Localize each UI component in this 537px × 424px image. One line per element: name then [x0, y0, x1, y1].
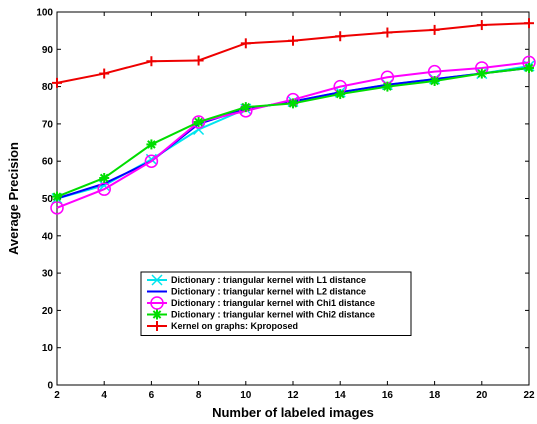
legend-label: Dictionary : triangular kernel with Chi1… — [171, 298, 375, 308]
data-point — [193, 117, 204, 128]
marker-stroke — [383, 82, 392, 91]
data-point — [99, 68, 110, 79]
marker-stroke — [151, 274, 163, 286]
series-line — [56, 66, 530, 198]
legend-marker — [150, 296, 164, 310]
data-point — [288, 98, 298, 109]
marker-stroke — [335, 89, 345, 99]
legend-marker — [151, 274, 163, 286]
y-tick-label: 60 — [42, 157, 54, 168]
data-point — [52, 77, 62, 88]
series-4 — [52, 62, 534, 202]
data-point — [97, 182, 111, 196]
legend-marker — [152, 309, 162, 320]
marker-stroke — [52, 192, 62, 201]
x-tick-label: 4 — [101, 390, 107, 401]
data-point — [382, 27, 393, 38]
marker-stroke — [524, 63, 534, 73]
marker-stroke — [99, 173, 109, 183]
data-point — [146, 56, 157, 67]
x-axis-label: Number of labeled images — [212, 405, 374, 420]
y-tick-label: 0 — [47, 381, 53, 392]
legend-label: Dictionary : triangular kernel with Chi2… — [171, 310, 375, 320]
legend: Dictionary : triangular kernel with L1 d… — [140, 271, 412, 336]
series-line — [56, 66, 530, 200]
series-line — [56, 61, 530, 209]
data-point — [429, 76, 440, 87]
marker-stroke — [241, 102, 251, 112]
y-tick-label: 40 — [42, 231, 54, 242]
legend-label: Kernel on graphs: Kproposed — [171, 321, 298, 331]
series-2 — [56, 66, 530, 200]
data-point — [99, 172, 110, 183]
legend-label: Dictionary : triangular kernel with L2 d… — [171, 287, 366, 297]
legend-item: Kernel on graphs: Kproposed — [147, 321, 298, 331]
data-point — [476, 20, 487, 31]
data-point — [429, 24, 440, 35]
data-point — [50, 201, 64, 215]
y-axis-label: Average Precision — [6, 142, 21, 255]
x-tick-label: 18 — [429, 390, 441, 401]
legend-item: Dictionary : triangular kernel with Chi1… — [147, 296, 375, 310]
legend-item: Dictionary : triangular kernel with L1 d… — [147, 274, 366, 286]
series-layer — [50, 18, 536, 215]
x-tick-label: 8 — [196, 390, 202, 401]
y-tick-label: 90 — [42, 45, 54, 56]
legend-item: Dictionary : triangular kernel with Chi2… — [147, 309, 375, 320]
data-point — [146, 139, 157, 150]
y-tick-label: 70 — [42, 119, 54, 130]
plot-area: 2 4 6 8 10 12 14 16 18 20 22 0 10 20 30 40 50 60 70 80 90 100 — [36, 8, 535, 402]
legend-item: Dictionary : triangular kernel with L2 d… — [147, 287, 366, 297]
data-point — [240, 38, 251, 49]
y-tick-label: 10 — [42, 343, 54, 354]
y-tick-label: 100 — [36, 8, 53, 19]
series-line — [56, 22, 530, 84]
x-tick-label: 12 — [287, 390, 299, 401]
y-tick-label: 30 — [42, 269, 54, 280]
x-tick-label: 22 — [523, 390, 535, 401]
x-tick-label: 6 — [149, 390, 155, 401]
x-tick-label: 14 — [335, 390, 347, 401]
data-point — [193, 55, 204, 66]
data-point — [335, 31, 346, 42]
data-point — [335, 89, 346, 100]
marker-stroke — [152, 310, 162, 319]
legend-box — [140, 271, 412, 336]
data-point — [144, 154, 159, 168]
marker-stroke — [194, 117, 203, 127]
y-tick-label: 50 — [42, 194, 54, 205]
series-3 — [50, 55, 536, 215]
legend-marker — [152, 321, 162, 331]
data-point — [191, 115, 206, 129]
data-point — [524, 62, 534, 73]
x-tick-label: 20 — [476, 390, 488, 401]
y-tick-label: 20 — [42, 306, 54, 317]
legend-label: Dictionary : triangular kernel with L1 d… — [171, 275, 366, 285]
data-point — [476, 68, 487, 79]
series-5 — [52, 18, 534, 88]
data-point — [382, 81, 393, 92]
marker-stroke — [477, 69, 487, 78]
data-point — [288, 35, 298, 46]
series-line — [56, 65, 530, 200]
series-1 — [51, 60, 535, 205]
marker-stroke — [147, 140, 156, 149]
x-tick-label: 10 — [240, 390, 252, 401]
data-point — [52, 191, 62, 202]
marker-stroke — [288, 99, 298, 108]
x-tick-label: 16 — [382, 390, 394, 401]
data-point — [524, 18, 534, 29]
data-point — [240, 102, 251, 113]
x-tick-label: 2 — [54, 390, 60, 401]
marker-stroke — [430, 76, 439, 86]
y-tick-label: 80 — [42, 82, 54, 93]
